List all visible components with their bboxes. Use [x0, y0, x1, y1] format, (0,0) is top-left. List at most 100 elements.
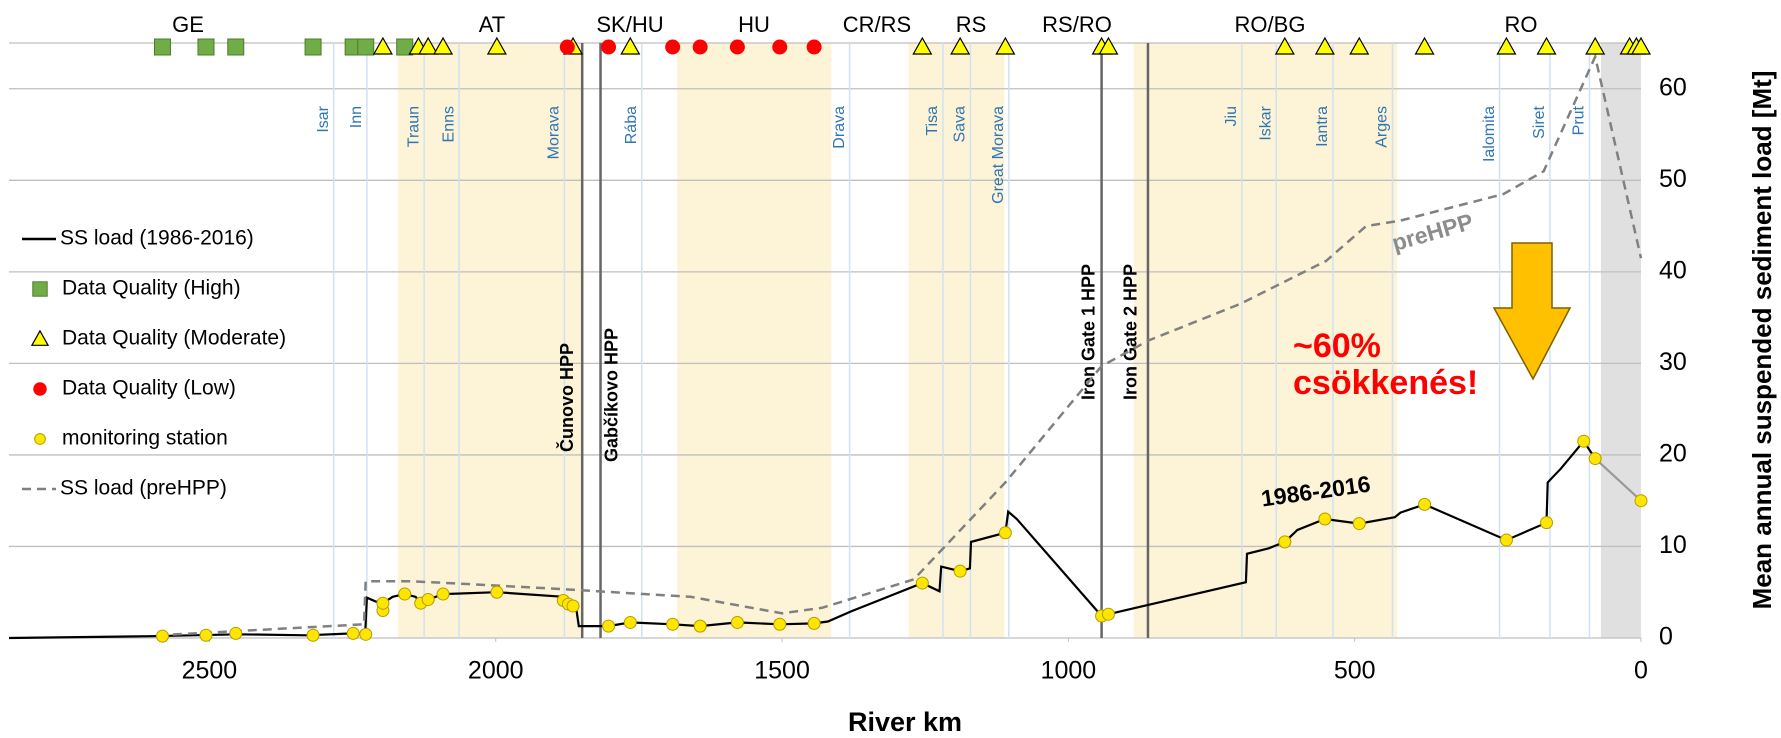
quality-marker [357, 38, 375, 56]
station-point [1588, 452, 1602, 466]
legend-label: SS load (preHPP) [60, 477, 227, 500]
hpp-label: Iron Gate 2 HPP [1121, 264, 1141, 400]
country-label: SK/HU [596, 12, 663, 37]
shaded-band [908, 43, 1005, 638]
tributary-label: Enns [440, 106, 457, 142]
tributary-label: Ialomita [1481, 106, 1498, 162]
quality-marker [1496, 36, 1517, 55]
quality-marker [950, 36, 971, 55]
x-tick-label: 1500 [754, 657, 810, 685]
tributary-label: Iskar [1257, 105, 1274, 140]
tributary-label: Morava [546, 106, 563, 159]
tributary-label: Prut [1571, 105, 1588, 135]
tributary-label: Isar [315, 105, 332, 132]
x-axis-label: River km [848, 707, 962, 737]
tributary-label: Iantra [1314, 106, 1331, 147]
tributary-label: Rába [623, 106, 640, 144]
quality-marker [433, 36, 454, 55]
tributary-label: Tisa [924, 106, 941, 136]
shaded-band [1133, 43, 1398, 638]
station-point [1101, 607, 1115, 621]
y-tick-label: 50 [1659, 165, 1687, 193]
station-point [1634, 494, 1648, 508]
station-point [623, 615, 637, 629]
station-point [773, 617, 787, 631]
quality-marker [601, 39, 617, 55]
quality-marker [912, 36, 933, 55]
y-tick-label: 20 [1659, 440, 1687, 468]
quality-marker [665, 39, 681, 55]
station-point [346, 626, 360, 640]
quality-marker [418, 36, 439, 55]
tributary-label: Drava [831, 106, 848, 149]
station-point [666, 617, 680, 631]
hpp-label: Iron Gate 1 HPP [1078, 264, 1098, 400]
quality-marker [153, 38, 171, 56]
x-tick-label: 1000 [1041, 657, 1097, 685]
y-axis-label: Mean annual suspended sediment load [Mt] [1747, 71, 1777, 610]
country-label: RO/BG [1235, 12, 1306, 37]
station-point [306, 628, 320, 642]
station-point [398, 587, 412, 601]
series-line [157, 52, 1643, 637]
quality-marker [1630, 36, 1652, 55]
legend-symbol [30, 329, 50, 346]
quality-marker [1414, 36, 1435, 55]
hpp-label: Gabčíkovo HPP [601, 328, 621, 462]
quality-marker [1098, 36, 1119, 55]
station-point [229, 626, 243, 640]
legend-label: Data Quality (High) [62, 277, 241, 300]
tributary-label: Siret [1531, 105, 1548, 138]
country-label: HU [738, 12, 770, 37]
country-label: GE [172, 12, 204, 37]
station-point [998, 526, 1012, 540]
station-point [693, 619, 707, 633]
shaded-band [1600, 43, 1641, 638]
y-tick-label: 0 [1659, 623, 1673, 651]
station-point [421, 593, 435, 607]
x-tick-label: 2500 [182, 657, 238, 685]
tributary-label: Traun [405, 106, 422, 147]
quality-marker [227, 38, 245, 56]
y-tick-label: 60 [1659, 73, 1687, 101]
quality-marker [995, 36, 1016, 55]
station-point [1577, 434, 1591, 448]
tributary-label: Jiu [1223, 106, 1240, 126]
legend-label: Data Quality (Low) [62, 377, 236, 400]
tributary-label: Arges [1374, 106, 1391, 148]
y-tick-label: 30 [1659, 348, 1687, 376]
tributary-label: Inn [348, 106, 365, 128]
quality-marker [620, 36, 641, 55]
quality-marker [197, 38, 215, 56]
country-label: CR/RS [843, 12, 911, 37]
country-label: RS/RO [1042, 12, 1112, 37]
x-tick-label: 500 [1334, 657, 1376, 685]
x-tick-label: 2000 [468, 657, 524, 685]
tributary-label: Sava [952, 106, 969, 143]
quality-marker [486, 36, 507, 55]
legend-label: Data Quality (Moderate) [62, 327, 286, 350]
quality-marker [1349, 36, 1370, 55]
annotation: csökkenés! [1293, 364, 1478, 402]
country-label: AT [479, 12, 505, 37]
station-point [359, 627, 373, 641]
station-point [199, 628, 213, 642]
station-point [1318, 512, 1332, 526]
legend-symbol [32, 281, 48, 297]
station-point [915, 576, 929, 590]
quality-marker [372, 36, 393, 55]
legend-label: SS load (1986-2016) [60, 227, 254, 250]
x-tick-label: 0 [1634, 657, 1648, 685]
quality-marker [772, 39, 788, 55]
station-point [1352, 517, 1366, 531]
shaded-band [677, 43, 832, 638]
quality-marker [806, 39, 822, 55]
quality-marker [1274, 36, 1295, 55]
station-point [155, 629, 169, 643]
quality-marker [559, 39, 575, 55]
legend-symbol [33, 382, 47, 396]
quality-marker [729, 39, 745, 55]
tributary-label: Great Morava [990, 106, 1007, 204]
station-point [1540, 516, 1554, 530]
